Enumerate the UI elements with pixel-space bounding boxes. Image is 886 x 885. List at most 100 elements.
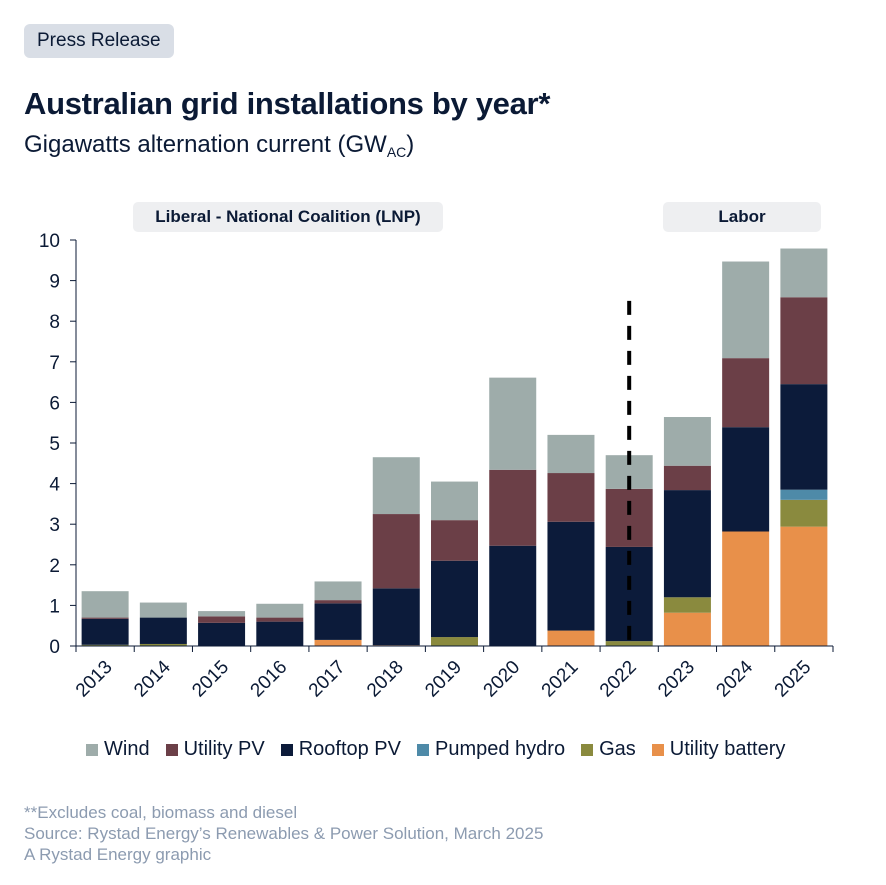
bar-segment: [663, 490, 711, 598]
chart-legend: Wind Utility PV Rooftop PV Pumped hydro Gas U…: [86, 738, 785, 761]
bar-segment: [256, 617, 304, 622]
bar-segment: [431, 520, 478, 561]
bar-segment: [780, 384, 828, 490]
legend-swatch: [581, 743, 594, 756]
bar-segment: [547, 434, 595, 474]
bar-segment: [198, 616, 246, 623]
era-label-lnp: Liberal - National Coalition (LNP): [133, 202, 443, 232]
legend-label: Utility PV: [183, 738, 265, 760]
bar-segment: [780, 499, 828, 527]
y-tick-label: 6: [49, 393, 60, 414]
bar-segment: [198, 622, 246, 646]
bar-segment: [663, 465, 711, 491]
bar-segment: [722, 427, 770, 532]
bar-segment: [372, 588, 420, 646]
bar-segment: [780, 248, 828, 298]
legend-label: Wind: [104, 738, 150, 760]
bar-segment: [81, 617, 129, 619]
x-tick-label: 2016: [247, 657, 292, 702]
bar-segment: [547, 473, 595, 522]
y-tick-label: 5: [49, 434, 60, 455]
x-tick-label: 2017: [305, 657, 350, 702]
x-tick-label: 2021: [538, 657, 583, 702]
legend-swatch: [651, 743, 664, 756]
bar-segment: [547, 521, 595, 631]
legend-swatch: [280, 743, 293, 756]
bar-segment: [722, 358, 770, 428]
x-tick-label: 2022: [596, 657, 641, 702]
bar-segment: [139, 602, 187, 618]
bar-segment: [489, 545, 537, 646]
bar-segment: [663, 417, 711, 466]
bar-segment: [139, 617, 187, 644]
bar-segment: [372, 457, 420, 515]
legend-item: Utility PV: [165, 738, 265, 761]
bar-segment: [81, 644, 129, 646]
bar-segment: [314, 603, 362, 640]
legend-label: Rooftop PV: [298, 738, 401, 760]
legend-swatch: [417, 743, 429, 756]
subtitle-subscript: AC: [386, 144, 407, 160]
bar-segment: [431, 560, 478, 638]
bar-segment: [198, 611, 246, 617]
legend-label: Utility battery: [669, 738, 786, 760]
footer-source: Source: Rystad Energy’s Renewables & Pow…: [24, 824, 544, 843]
era-label-labor: Labor: [663, 202, 821, 232]
bar-segment: [139, 643, 187, 646]
bar-segment: [663, 612, 711, 646]
bar-segment: [780, 526, 828, 646]
legend-item: Rooftop PV: [280, 738, 401, 761]
x-tick-label: 2015: [188, 657, 233, 702]
bar-segment: [547, 630, 595, 646]
subtitle-text: Gigawatts alternation current (GW: [24, 131, 387, 158]
y-tick-label: 3: [49, 515, 60, 536]
y-tick-label: 7: [49, 353, 60, 374]
legend-item: Wind: [86, 738, 150, 761]
bar-segment: [314, 600, 362, 604]
x-tick-label: 2014: [130, 656, 175, 701]
x-tick-label: 2024: [712, 656, 757, 701]
bar-segment: [314, 639, 362, 646]
x-tick-label: 2013: [72, 657, 117, 702]
y-tick-label: 0: [49, 637, 60, 658]
bar-segment: [780, 297, 828, 385]
bar-segment: [431, 481, 478, 521]
x-tick-label: 2025: [771, 657, 816, 702]
chart-subtitle: Gigawatts alternation current (GWAC): [24, 131, 414, 160]
y-tick-label: 9: [49, 272, 60, 293]
bar-segment: [431, 637, 478, 646]
y-tick-label: 8: [49, 312, 60, 333]
bar-segment: [256, 621, 304, 646]
press-release-badge: Press Release: [24, 24, 174, 58]
y-tick-label: 10: [39, 231, 60, 252]
bar-segment: [605, 641, 653, 646]
legend-swatch: [165, 743, 178, 756]
x-tick-label: 2019: [421, 657, 466, 702]
x-tick-label: 2018: [363, 657, 408, 702]
bar-segment: [256, 603, 304, 618]
footer: **Excludes coal, biomass and diesel Sour…: [24, 802, 543, 865]
legend-item: Utility battery: [651, 738, 786, 761]
y-tick-label: 2: [49, 556, 60, 577]
bar-segment: [372, 514, 420, 589]
legend-swatch: [86, 743, 98, 756]
bar-segment: [81, 591, 129, 618]
footer-credit: A Rystad Energy graphic: [24, 845, 212, 864]
x-tick-label: 2023: [654, 657, 699, 702]
bar-segment: [81, 618, 129, 645]
bar-segment: [722, 261, 770, 359]
footer-note: **Excludes coal, biomass and diesel: [24, 803, 298, 822]
legend-label: Pumped hydro: [435, 738, 566, 760]
legend-item: Gas: [581, 738, 636, 761]
subtitle-close: ): [406, 131, 415, 158]
bar-segment: [780, 489, 828, 500]
bar-segment: [489, 469, 537, 546]
bar-segment: [663, 597, 711, 613]
y-tick-label: 4: [49, 475, 60, 496]
bar-segment: [722, 531, 770, 646]
y-tick-label: 1: [49, 596, 60, 617]
x-tick-label: 2020: [480, 657, 525, 702]
legend-label: Gas: [599, 738, 636, 760]
bar-segment: [314, 581, 362, 601]
